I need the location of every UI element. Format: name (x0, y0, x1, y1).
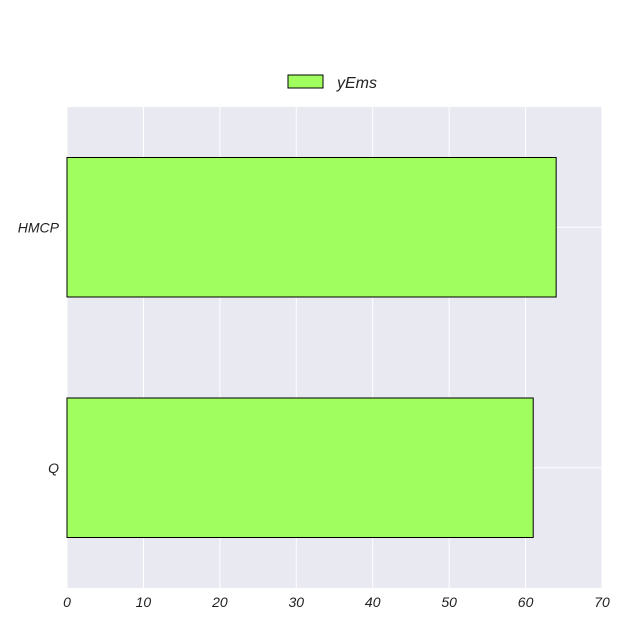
legend-label-yems: yEms (336, 75, 377, 92)
x-tick-label: 40 (365, 594, 381, 610)
x-tick-label: 50 (441, 594, 457, 610)
x-tick-label: 10 (136, 594, 152, 610)
bar-hmcp (66, 157, 557, 298)
y-axis-tick-labels: HMCP Q (18, 219, 60, 476)
x-tick-label: 20 (211, 594, 228, 610)
legend-swatch-yems (287, 74, 324, 89)
y-tick-label-hmcp: HMCP (18, 219, 60, 235)
bar-q (66, 397, 534, 538)
x-tick-label: 30 (288, 594, 304, 610)
y-tick-label-q: Q (48, 460, 59, 476)
x-axis-tick-labels: 0 10 20 30 40 50 60 70 (63, 594, 610, 610)
x-tick-label: 70 (594, 594, 610, 610)
x-tick-label: 60 (518, 594, 534, 610)
legend: yEms (287, 74, 377, 92)
x-tick-label: 0 (63, 594, 71, 610)
bars (66, 157, 557, 538)
